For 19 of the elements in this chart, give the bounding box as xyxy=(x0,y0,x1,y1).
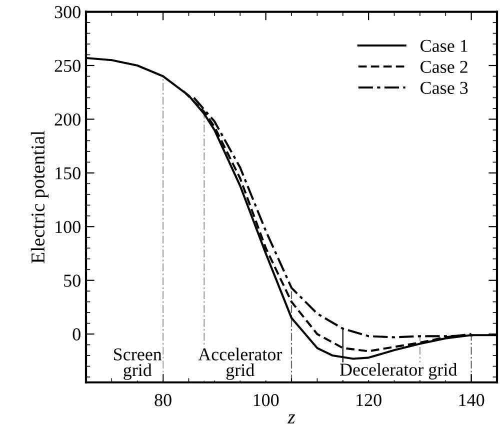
y-tick-label: 0 xyxy=(72,328,80,340)
annotation: Screen grid xyxy=(114,348,162,380)
legend-label: Case 2 xyxy=(420,60,468,73)
y-tick-label: 200 xyxy=(54,113,80,126)
y-tick-label: 100 xyxy=(56,220,80,234)
y-axis-title: Electric potential xyxy=(30,130,48,264)
x-tick-label: 80 xyxy=(154,394,172,406)
x-tick-label: 140 xyxy=(459,394,484,406)
y-tick-label: 250 xyxy=(54,60,80,72)
x-tick-label: 120 xyxy=(356,394,382,406)
y-tick-label: 50 xyxy=(64,274,80,287)
annotation: Accelerator grid xyxy=(198,348,282,380)
annotation: Decelerator grid xyxy=(340,363,458,380)
x-axis-title: z xyxy=(287,414,296,424)
legend-label: Case 3 xyxy=(420,82,468,94)
legend-label: Case 1 xyxy=(420,40,468,52)
x-tick-label: 100 xyxy=(254,394,279,406)
y-tick-label: 300 xyxy=(54,6,80,18)
y-tick-label: 150 xyxy=(56,167,80,180)
